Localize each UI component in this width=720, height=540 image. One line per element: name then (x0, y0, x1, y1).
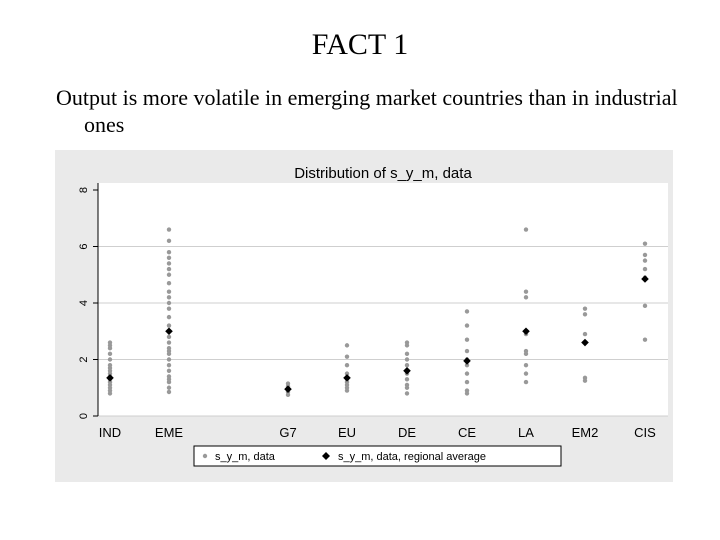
data-point (344, 371, 350, 376)
chart-title: Distribution of s_y_m, data (294, 165, 472, 182)
legend-label-data: s_y_m, data (215, 451, 276, 463)
average-point (403, 367, 411, 375)
average-point (641, 275, 649, 283)
data-point (464, 362, 470, 368)
data-point (404, 377, 410, 382)
x-tick-label: CIS (634, 425, 656, 440)
data-point (464, 379, 470, 385)
y-tick-label: 2 (78, 356, 90, 362)
data-point (404, 391, 410, 396)
data-point (285, 381, 291, 386)
data-point (166, 357, 172, 362)
data-point (107, 362, 113, 368)
data-point (166, 255, 172, 260)
data-point (404, 357, 410, 362)
data-point (166, 306, 172, 311)
average-point (284, 385, 292, 393)
x-tick-label: EU (338, 425, 356, 440)
slide-text: Output is more volatile in emerging mark… (56, 85, 678, 137)
data-point (344, 354, 350, 359)
data-point (166, 249, 172, 255)
data-point (166, 374, 172, 379)
data-point (642, 337, 648, 342)
average-point (581, 338, 589, 347)
x-tick-label: DE (398, 425, 416, 440)
legend-box (193, 445, 562, 467)
x-tick-label: IND (99, 425, 121, 440)
data-point (523, 348, 529, 354)
data-point (166, 289, 172, 294)
data-point (166, 334, 172, 340)
data-point (464, 323, 470, 328)
data-point (166, 238, 172, 244)
data-point (166, 300, 172, 306)
data-point (166, 346, 172, 351)
data-point (582, 331, 588, 337)
average-point (343, 374, 351, 382)
data-point (642, 258, 648, 263)
data-point (523, 289, 529, 294)
data-point (166, 362, 172, 368)
data-point (344, 362, 350, 368)
data-point (582, 312, 588, 317)
data-point (523, 362, 529, 368)
data-point (166, 266, 172, 272)
data-point (166, 389, 172, 395)
data-point (166, 323, 172, 328)
data-point (107, 357, 113, 362)
data-point (166, 227, 172, 232)
scatter-chart: 0 2 4 6 8 IND EME G7 EU DE CE LA EM2 CIS Distributio… (78, 165, 668, 467)
legend-marker-data (202, 453, 208, 459)
data-point (464, 337, 470, 342)
data-point (404, 351, 410, 357)
y-tick-label: 0 (78, 413, 90, 419)
data-point (523, 379, 529, 385)
data-point (107, 340, 113, 345)
data-point (642, 303, 648, 309)
plot-area (98, 183, 668, 416)
data-point (464, 309, 470, 314)
y-tick-label: 4 (78, 300, 90, 306)
data-point (464, 388, 470, 393)
x-tick-label: EME (155, 425, 184, 440)
x-tick-label: CE (458, 425, 476, 440)
data-point (344, 343, 350, 348)
data-point (404, 382, 410, 388)
data-point (404, 362, 410, 368)
average-point (106, 374, 114, 382)
x-tick-label: LA (518, 425, 534, 440)
data-point (166, 340, 172, 345)
data-point (166, 368, 172, 373)
data-point (166, 295, 172, 300)
data-point (464, 371, 470, 376)
data-point (582, 306, 588, 311)
slide-title: FACT 1 (311, 28, 409, 61)
data-point (166, 272, 172, 277)
data-point (166, 261, 172, 266)
y-tick-label: 6 (78, 243, 90, 249)
y-tick-label: 8 (78, 187, 90, 193)
chart-panel: 0 2 4 6 8 IND EME G7 EU DE CE LA EM2 CIS Distributio… (55, 150, 673, 482)
average-point (463, 357, 471, 365)
data-point (523, 295, 529, 300)
data-point (642, 241, 648, 246)
legend: s_y_m, data s_y_m, data, regional averag… (193, 445, 562, 467)
data-point (642, 252, 648, 258)
data-point (582, 375, 588, 381)
data-point (464, 348, 470, 354)
data-point (404, 340, 410, 345)
data-point (523, 227, 529, 232)
data-point (166, 281, 172, 286)
average-point (165, 327, 173, 336)
data-point (166, 314, 172, 320)
x-tick-label: G7 (279, 425, 296, 440)
legend-marker-average (322, 452, 330, 460)
x-tick-label: EM2 (572, 425, 599, 440)
data-point (107, 351, 113, 357)
data-point (642, 266, 648, 272)
data-point (523, 371, 529, 376)
data-point (166, 385, 172, 390)
legend-label-average: s_y_m, data, regional average (338, 451, 486, 463)
